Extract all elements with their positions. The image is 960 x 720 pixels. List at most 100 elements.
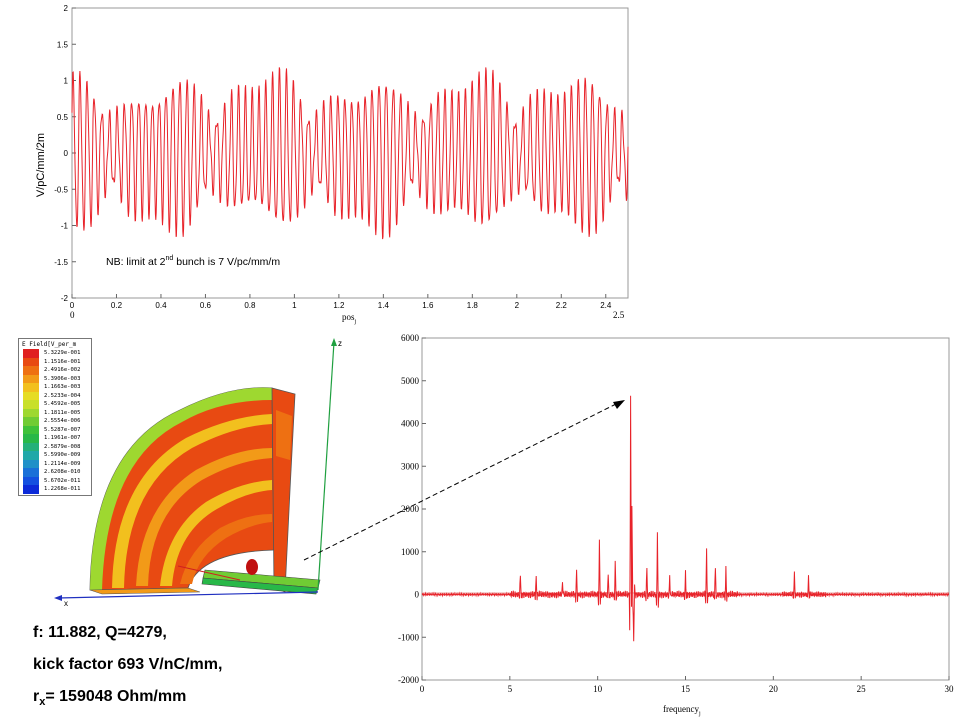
top-ytick-label: 0.5 [57, 113, 69, 122]
legend-row: 1.1663e-003 [19, 383, 91, 392]
legend-swatch [23, 442, 39, 451]
legend-value: 1.2114e-009 [44, 460, 81, 467]
top-annotation: NB: limit at 2nd bunch is 7 V/pc/mm/m [106, 255, 280, 268]
top-xtick-label: 1.6 [422, 301, 434, 310]
legend-row: 1.1811e-005 [19, 408, 91, 417]
top-ytick-label: 1.5 [57, 40, 69, 49]
top-xtick-label: 0.8 [244, 301, 256, 310]
bottom-xtick-label: 0 [420, 684, 425, 694]
bottom-xtick-label: 20 [769, 684, 779, 694]
top-ytick-label: 2 [64, 4, 69, 13]
legend-row: 5.5990e-009 [19, 451, 91, 460]
top-ytick-label: 0 [64, 149, 69, 158]
top-xtick-label: 2.4 [600, 301, 612, 310]
spectrum-chart: 6000 5000 4000 3000 2000 1000 0 -1000 -2000 0 5 10… [398, 333, 954, 717]
bottom-ytick-label: -1000 [398, 632, 419, 642]
field-band-2 [136, 448, 272, 586]
axis-x-label: x [64, 599, 68, 608]
bottom-xtick-label: 25 [857, 684, 867, 694]
legend-value: 1.2268e-011 [44, 486, 81, 493]
legend-row: 5.6702e-011 [19, 476, 91, 485]
bottom-ytick-label: -2000 [398, 675, 419, 685]
legend-value: 5.3229e-001 [44, 350, 81, 357]
legend-row: 1.2268e-011 [19, 485, 91, 494]
legend-value: 2.5233e-004 [44, 392, 81, 399]
legend-row: 5.3229e-001 [19, 349, 91, 358]
wake-potential-chart: 2 1.5 1 0.5 0 -0.5 -1 -1.5 -2 0 0.2 0.4 0.6 0.8 1 1.2 1… [35, 4, 629, 325]
top-ytick-label: -2 [61, 294, 69, 303]
beam-pipe-front [201, 577, 319, 595]
legend-row: 2.4916e-002 [19, 366, 91, 375]
legend-swatch [23, 408, 39, 417]
bottom-ytick-label: 4000 [401, 419, 420, 429]
axis-x-arrow [54, 595, 62, 601]
legend-row: 2.5554e-006 [19, 417, 91, 426]
field-hotspot [246, 559, 258, 575]
legend-swatch [23, 451, 39, 460]
legend-value: 1.1516e-001 [44, 358, 81, 365]
top-xtick-label: 0.6 [200, 301, 212, 310]
bottom-ytick-label: 6000 [401, 333, 420, 343]
legend-swatch [23, 485, 39, 494]
legend-swatch [23, 349, 39, 358]
legend-row: 1.1961e-007 [19, 434, 91, 443]
legend-value: 1.1961e-007 [44, 435, 81, 442]
top-xtick-label: 0 [70, 301, 75, 310]
legend-swatch [23, 391, 39, 400]
result-frequency-q: f: 11.882, Q=4279, [33, 624, 167, 641]
bottom-ytick-label: 5000 [401, 376, 420, 386]
legend-value: 5.4592e-005 [44, 401, 81, 408]
legend-swatch [23, 417, 39, 426]
top-xtick-label: 2.2 [556, 301, 568, 310]
top-xtick-label: 1.8 [467, 301, 479, 310]
axis-z [317, 341, 335, 591]
legend-swatch [23, 357, 39, 366]
legend-value: 2.5554e-006 [44, 418, 81, 425]
legend-value: 5.6702e-011 [44, 477, 81, 484]
top-xtick-label: 1 [292, 301, 297, 310]
legend-value: 5.3906e-003 [44, 375, 81, 382]
cavity-bottom-face [89, 587, 201, 595]
bottom-ytick-label: 0 [415, 590, 420, 600]
legend-swatch [23, 374, 39, 383]
legend-swatch [23, 468, 39, 477]
legend-row: 2.5233e-004 [19, 391, 91, 400]
legend-row: 2.6208e-010 [19, 468, 91, 477]
legend-row: 5.5287e-007 [19, 425, 91, 434]
axis-y [177, 565, 241, 581]
legend-row: 1.2114e-009 [19, 459, 91, 468]
legend-row: 5.3906e-003 [19, 374, 91, 383]
legend-swatch [23, 400, 39, 409]
legend-swatch [23, 476, 39, 485]
bottom-ytick-label: 2000 [401, 504, 420, 514]
legend-value: 2.4916e-002 [44, 367, 81, 374]
bottom-ytick-label: 3000 [401, 461, 420, 471]
top-ytick-label: -1.5 [54, 258, 68, 267]
top-ylabel: V/pC/mm/2m [35, 133, 47, 197]
legend-value: 1.1663e-003 [44, 384, 81, 391]
legend-swatch [23, 425, 39, 434]
top-xtick-label: 0.2 [111, 301, 123, 310]
bottom-xtick-label: 15 [681, 684, 691, 694]
legend-title: E Field[V_per_m [22, 341, 77, 348]
top-xtick-label: 0.4 [155, 301, 167, 310]
top-xtick-label: 1.2 [333, 301, 345, 310]
cavity-field-model: z x [54, 338, 342, 608]
top-xtick-label: 1.4 [378, 301, 390, 310]
side-face-band [276, 410, 292, 460]
axis-z-label: z [338, 339, 342, 348]
bottom-xtick-label: 5 [508, 684, 513, 694]
legend-row: 2.5879e-008 [19, 442, 91, 451]
spectrum-series-line [421, 395, 950, 642]
field-band-3 [160, 480, 272, 586]
top-ytick-label: -1 [61, 222, 69, 231]
axis-x [57, 591, 319, 599]
legend-swatch [23, 366, 39, 375]
wake-series-line [71, 67, 629, 240]
legend-row: 1.1516e-001 [19, 357, 91, 366]
bottom-xtick-label: 10 [593, 684, 603, 694]
result-impedance: rx= 159048 Ohm/mm [33, 688, 187, 709]
top-xtick-label: 2 [515, 301, 520, 310]
legend-value: 1.1811e-005 [44, 409, 81, 416]
top-ytick-label: 1 [64, 77, 69, 86]
